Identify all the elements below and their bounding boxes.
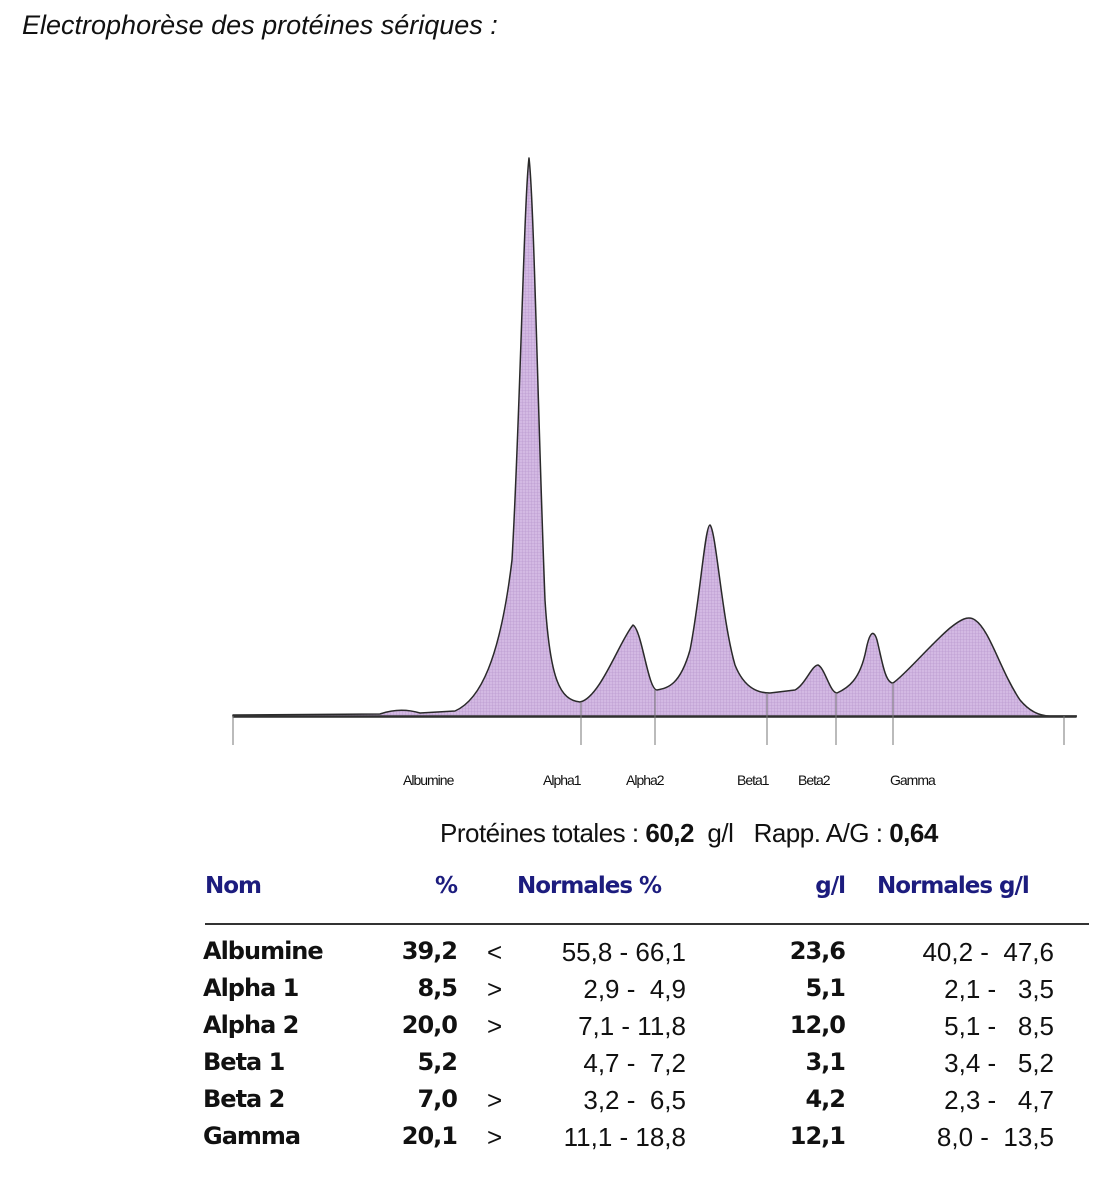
table-row: Alpha 1 8,5 >2,9 - 4,9 5,1 2,1 - 3,5: [0, 974, 1118, 1011]
cell-name: Alpha 2: [203, 1011, 299, 1039]
cell-pct: 20,0: [401, 1011, 458, 1039]
ratio-label: Rapp. A/G :: [753, 818, 883, 848]
cell-normal-pct: 3,2 - 6,5: [583, 1085, 686, 1115]
cell-flag: <: [487, 937, 503, 967]
total-value: 60,2: [645, 818, 694, 848]
header-normal-gl: Normales g/l: [877, 873, 1030, 899]
fraction-label-beta1: Beta1: [737, 772, 770, 788]
table-row: Beta 2 7,0 >3,2 - 6,5 4,2 2,3 - 4,7: [0, 1085, 1118, 1122]
fraction-separators: [232, 683, 1065, 745]
cell-normal-pct: 55,8 - 66,1: [561, 937, 686, 967]
cell-normal-gl: 5,1 - 8,5: [944, 1011, 1054, 1041]
cell-flag: >: [487, 1122, 503, 1152]
header-normal-pct: Normales %: [517, 873, 662, 899]
fraction-label-alpha1: Alpha1: [543, 772, 582, 788]
table-row: Beta 1 5,2 4,7 - 7,2 3,1 3,4 - 5,2: [0, 1048, 1118, 1085]
fraction-label-alpha2: Alpha2: [626, 772, 665, 788]
cell-gl: 4,2: [805, 1085, 846, 1113]
total-unit: g/l: [707, 818, 734, 848]
cell-flag: >: [487, 1011, 503, 1041]
cell-gl: 12,0: [789, 1011, 846, 1039]
cell-name: Albumine: [203, 937, 324, 965]
cell-name: Alpha 1: [203, 974, 299, 1002]
cell-pct: 39,2: [401, 937, 458, 965]
table-row: Gamma 20,1 >11,1 - 18,8 12,1 8,0 - 13,5: [0, 1122, 1118, 1159]
curve-fill: [232, 157, 1077, 718]
cell-flag: >: [487, 974, 503, 1004]
cell-normal-pct: 11,1 - 18,8: [563, 1122, 686, 1152]
ratio-value: 0,64: [889, 818, 938, 848]
cell-normal-gl: 3,4 - 5,2: [944, 1048, 1054, 1078]
cell-gl: 12,1: [789, 1122, 846, 1150]
cell-normal-pct: 4,7 - 7,2: [583, 1048, 686, 1078]
summary-line: Protéines totales : 60,2 g/l Rapp. A/G :…: [440, 818, 938, 849]
cell-flag: >: [487, 1085, 503, 1115]
fraction-label-albumine: Albumine: [403, 772, 454, 788]
cell-name: Beta 2: [203, 1085, 285, 1113]
cell-normal-gl: 40,2 - 47,6: [922, 937, 1054, 967]
cell-normal-pct: 7,1 - 11,8: [578, 1011, 686, 1041]
cell-normal-gl: 2,3 - 4,7: [944, 1085, 1054, 1115]
cell-name: Beta 1: [203, 1048, 285, 1076]
document-title: Electrophorèse des protéines sériques :: [22, 10, 498, 40]
fraction-label-beta2: Beta2: [798, 772, 831, 788]
cell-name: Gamma: [203, 1122, 301, 1150]
table-row: Alpha 2 20,0 >7,1 - 11,8 12,0 5,1 - 8,5: [0, 1011, 1118, 1048]
cell-gl: 23,6: [789, 937, 846, 965]
fraction-label-gamma: Gamma: [890, 772, 936, 788]
cell-gl: 5,1: [805, 974, 846, 1002]
header-name: Nom: [205, 873, 262, 899]
cell-normal-gl: 2,1 - 3,5: [944, 974, 1054, 1004]
header-gl: g/l: [815, 873, 846, 899]
cell-pct: 7,0: [417, 1085, 458, 1113]
electrophoresis-curve: [232, 157, 1077, 745]
cell-normal-gl: 8,0 - 13,5: [936, 1122, 1054, 1152]
cell-pct: 5,2: [417, 1048, 458, 1076]
table-divider: [205, 923, 1089, 925]
table-row: Albumine 39,2 <55,8 - 66,1 23,6 40,2 - 47,6: [0, 937, 1118, 974]
cell-gl: 3,1: [805, 1048, 846, 1076]
header-pct: %: [434, 873, 458, 899]
cell-pct: 20,1: [401, 1122, 458, 1150]
cell-normal-pct: 2,9 - 4,9: [583, 974, 686, 1004]
total-label: Protéines totales :: [440, 818, 639, 848]
cell-pct: 8,5: [417, 974, 458, 1002]
